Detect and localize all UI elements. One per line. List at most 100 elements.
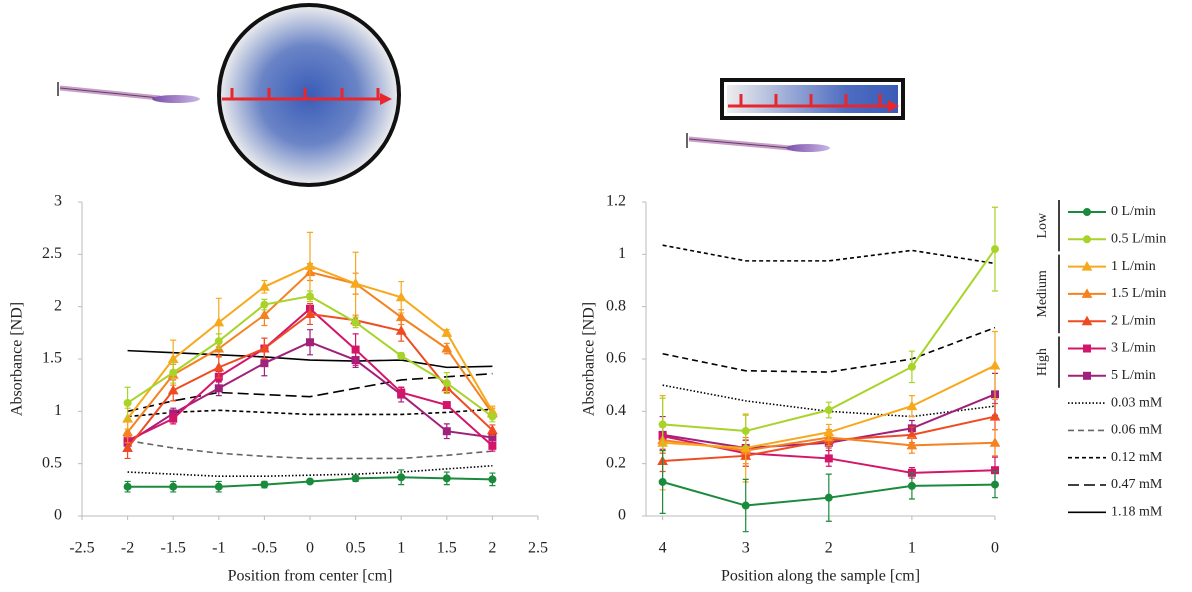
- marker: [395, 291, 407, 302]
- y-tick-label: 3: [54, 193, 62, 210]
- legend-group-label: High: [1035, 348, 1050, 376]
- marker: [442, 427, 451, 436]
- marker: [442, 474, 451, 483]
- marker: [488, 412, 497, 421]
- legend-label: 1 L/min: [1111, 259, 1156, 274]
- marker: [304, 308, 316, 318]
- marker: [1083, 208, 1091, 216]
- marker: [442, 401, 451, 410]
- marker: [122, 442, 133, 452]
- legend-label: 1.5 L/min: [1111, 286, 1166, 301]
- marker: [991, 480, 999, 489]
- x-tick-label: -0.5: [252, 540, 277, 557]
- marker: [304, 260, 316, 270]
- marker: [824, 406, 833, 415]
- x-tick-label: 0.5: [346, 540, 366, 557]
- series-line: [127, 341, 493, 444]
- marker: [169, 368, 178, 377]
- marker: [214, 482, 223, 491]
- y-tick-label: 0.8: [606, 297, 626, 314]
- legend-entry: 0 L/min: [1068, 204, 1156, 219]
- y-tick-label: 0.5: [42, 454, 62, 471]
- series-line: [662, 244, 996, 265]
- marker: [989, 360, 1001, 370]
- y-tick-label: 1.5: [42, 350, 62, 367]
- marker: [1081, 315, 1093, 326]
- marker: [906, 439, 918, 450]
- marker: [740, 442, 752, 452]
- marker: [907, 481, 916, 490]
- x-tick-label: -2: [121, 540, 134, 557]
- x-tick-label: -1: [212, 540, 225, 557]
- x-tick-label: 1: [908, 540, 916, 557]
- marker: [351, 318, 360, 327]
- marker: [906, 400, 918, 411]
- legend-label: 1.18 mM: [1111, 505, 1163, 520]
- x-tick-label: 2: [488, 540, 496, 557]
- marker: [259, 309, 270, 320]
- marker: [306, 477, 314, 486]
- marker: [260, 300, 269, 309]
- y-tick-label: 2: [54, 297, 62, 314]
- x-tick-label: -1.5: [161, 540, 186, 557]
- marker: [1081, 288, 1093, 298]
- legend-label: 5 L/min: [1111, 368, 1156, 383]
- marker: [823, 426, 835, 437]
- marker: [169, 414, 178, 423]
- legend-label: 0.5 L/min: [1111, 232, 1166, 247]
- legend-label: 0.03 mM: [1111, 395, 1163, 410]
- marker: [122, 426, 133, 437]
- marker: [989, 437, 1001, 447]
- marker: [487, 424, 498, 435]
- marker: [1083, 344, 1091, 353]
- y-tick-label: 0.6: [606, 350, 626, 367]
- x-axis-label: Position along the sample [cm]: [721, 568, 920, 585]
- series-line: [127, 439, 493, 460]
- marker: [213, 361, 225, 372]
- illustration-left: [57, 3, 401, 187]
- x-axis-label: Position from center [cm]: [228, 568, 393, 585]
- marker: [488, 475, 497, 484]
- x-tick-label: 2: [825, 540, 833, 557]
- marker: [260, 359, 269, 368]
- x-tick-label: 0: [991, 540, 999, 557]
- legend-entry: 0.5 L/min: [1068, 232, 1166, 247]
- legend-label: 0 L/min: [1111, 204, 1156, 219]
- marker: [169, 482, 178, 491]
- legend-entry: 0.12 mM: [1068, 450, 1163, 465]
- y-tick-label: 2.5: [42, 245, 62, 262]
- y-tick-label: 1: [54, 402, 62, 419]
- marker: [260, 480, 269, 489]
- marker: [123, 482, 132, 491]
- x-tick-label: 1: [397, 540, 405, 557]
- marker: [397, 388, 406, 397]
- marker: [1083, 235, 1091, 244]
- legend-label: 2 L/min: [1111, 313, 1156, 328]
- legend-entry: 2 L/min: [1068, 313, 1156, 328]
- legend-entry: 1 L/min: [1068, 259, 1156, 274]
- marker: [351, 345, 360, 354]
- y-axis-label: Absorbance [ND]: [581, 302, 598, 416]
- marker: [306, 292, 314, 301]
- series-line: [662, 326, 996, 373]
- marker: [824, 493, 833, 502]
- y-tick-label: 0: [618, 507, 626, 524]
- legend-entry: 0.03 mM: [1068, 395, 1163, 410]
- marker: [741, 501, 750, 510]
- y-tick-label: 0.2: [606, 454, 626, 471]
- marker: [397, 473, 406, 482]
- marker: [395, 311, 407, 322]
- marker: [1081, 261, 1093, 271]
- marker: [989, 411, 1001, 421]
- x-tick-label: 3: [742, 540, 750, 557]
- marker: [658, 477, 667, 486]
- series-line: [127, 372, 493, 413]
- marker: [441, 327, 453, 337]
- legend-entry: 5 L/min: [1068, 368, 1156, 383]
- marker: [1083, 371, 1091, 380]
- marker: [167, 384, 179, 395]
- legend-entry: 3 L/min: [1068, 341, 1156, 356]
- marker: [214, 384, 223, 393]
- marker: [824, 454, 833, 463]
